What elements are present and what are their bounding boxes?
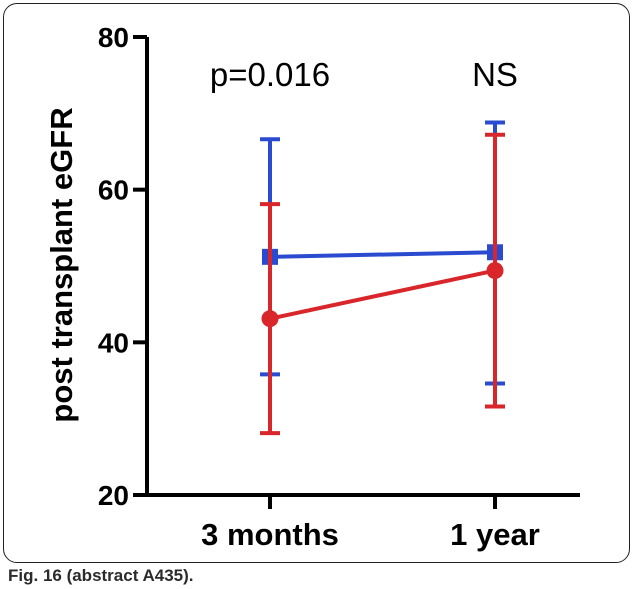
data-point [486, 262, 504, 280]
annotation-label: NS [472, 56, 518, 93]
y-tick-label: 40 [98, 327, 129, 358]
series-line [269, 268, 496, 321]
annotations: p=0.016 NS [210, 56, 518, 93]
y-axis-title: post transplant eGFR [44, 107, 79, 422]
chart: 20 40 60 80 3 months 1 year post transplant … [44, 22, 580, 552]
y-ticks: 20 40 60 80 [98, 22, 147, 511]
data-point [261, 310, 279, 328]
figure-frame [3, 3, 630, 563]
y-tick-label: 60 [98, 175, 129, 206]
annotation-label: p=0.016 [210, 56, 330, 93]
y-tick-label: 80 [98, 22, 129, 53]
series-line [269, 250, 496, 259]
x-tick-label: 3 months [201, 517, 339, 552]
y-tick-label: 20 [98, 480, 129, 511]
series-layer [260, 120, 505, 436]
series-1 [260, 132, 505, 436]
series-0 [260, 120, 505, 386]
x-ticks: 3 months 1 year [201, 495, 540, 552]
x-tick-label: 1 year [450, 517, 540, 552]
axes [145, 37, 580, 497]
figure-caption: Fig. 16 (abstract A435). [8, 566, 194, 585]
